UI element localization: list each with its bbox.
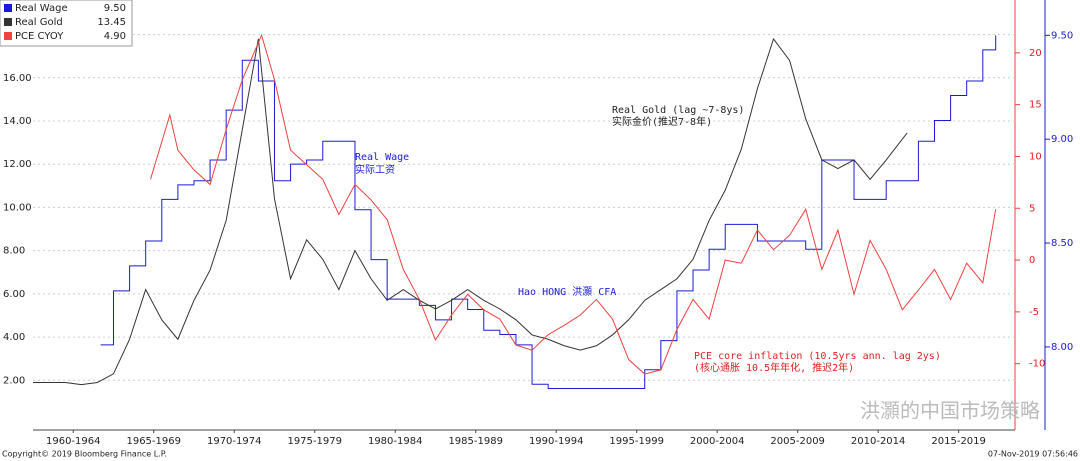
legend: Real Wage 9.50 Real Gold 13.45 PCE CYOY 4.90: [0, 0, 133, 47]
y3-tick-label: 8.00: [1051, 342, 1073, 353]
legend-value: 9.50: [104, 3, 126, 14]
y2-tick-label: 10: [1029, 151, 1042, 162]
x-tick-label: 1965-1969: [126, 436, 181, 447]
x-tick-label: 1995-1999: [609, 436, 664, 447]
y2-tick-label: 5: [1029, 203, 1035, 214]
legend-label: PCE CYOY: [15, 31, 64, 42]
y-tick-label: 4.00: [3, 332, 25, 343]
legend-value: 13.45: [97, 17, 126, 28]
legend-label: Real Gold: [15, 17, 63, 28]
y-tick-label: 10.00: [3, 202, 32, 213]
y-tick-label: 6.00: [3, 289, 25, 300]
x-tick-label: 2005-2009: [770, 436, 825, 447]
annotation: 实际工资: [355, 163, 395, 176]
y3-tick-label: 9.00: [1051, 134, 1073, 145]
annotation: (核心通胀 10.5年年化, 推迟2年): [694, 361, 854, 374]
legend-swatch: [4, 18, 12, 26]
footer-right: 07-Nov-2019 07:56:46: [988, 450, 1078, 459]
x-tick-label: 1960-1964: [46, 436, 101, 447]
y-tick-label: 16.00: [3, 73, 32, 84]
annotation: 实际金价(推迟7-8年): [612, 115, 712, 128]
y2-tick-label: 20: [1029, 48, 1042, 59]
series-line: [100, 35, 997, 389]
y2-tick-label: 15: [1029, 100, 1042, 111]
y3-tick-label: 8.50: [1051, 238, 1073, 249]
annotation: Real Gold (lag ~7-8ys): [612, 105, 744, 116]
y2-tick-label: 0: [1029, 255, 1035, 266]
y2-tick-label: -5: [1029, 307, 1039, 318]
series-line: [150, 33, 997, 375]
series-line: [33, 37, 908, 386]
y-tick-label: 8.00: [3, 246, 25, 257]
x-tick-label: 1985-1989: [448, 436, 503, 447]
legend-box: [0, 0, 133, 47]
watermark: 洪灝的中国市场策略: [860, 399, 1040, 423]
annotation: PCE core inflation (10.5yrs ann. lag 2ys…: [694, 351, 941, 362]
legend-value: 4.90: [104, 31, 126, 42]
legend-swatch: [4, 32, 12, 40]
x-tick-label: 2015-2019: [931, 436, 986, 447]
y-tick-label: 12.00: [3, 159, 32, 170]
x-tick-label: 1970-1974: [207, 436, 262, 447]
footer-left: Copyright© 2019 Bloomberg Finance L.P.: [2, 450, 167, 459]
y2-tick-label: -10: [1029, 359, 1045, 370]
y3-tick-label: 9.50: [1051, 30, 1073, 41]
x-tick-label: 1990-1994: [529, 436, 584, 447]
annotation: Hao HONG 洪灝 CFA: [518, 286, 616, 298]
legend-label: Real Wage: [15, 3, 68, 14]
x-tick-label: 1975-1979: [287, 436, 342, 447]
y-tick-label: 2.00: [3, 375, 25, 386]
x-tick-label: 1980-1984: [368, 436, 423, 447]
annotation: Real Wage: [355, 152, 409, 163]
legend-swatch: [4, 4, 12, 12]
y-tick-label: 14.00: [3, 116, 32, 127]
x-tick-label: 2010-2014: [851, 436, 906, 447]
x-tick-label: 2000-2004: [690, 436, 745, 447]
